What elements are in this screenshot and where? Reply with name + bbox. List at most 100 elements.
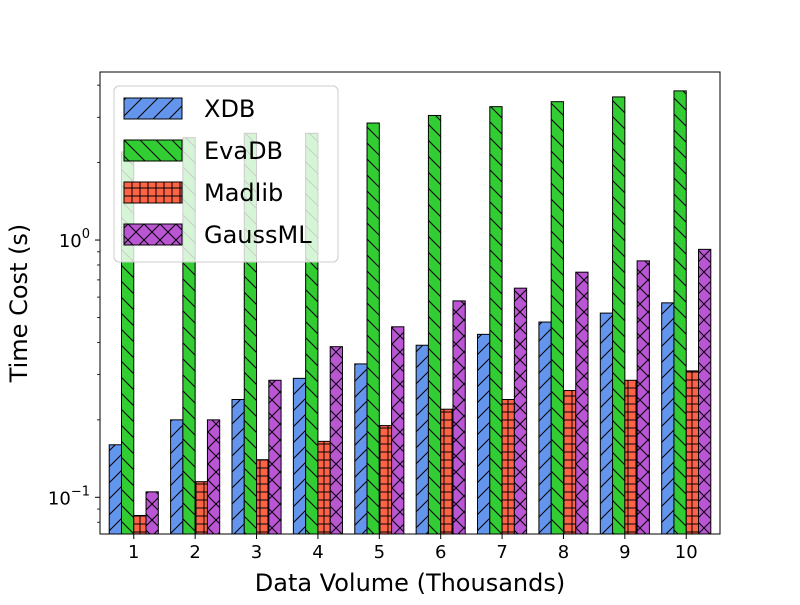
y-tick-label: 100 <box>59 227 90 252</box>
x-tick-label: 3 <box>251 542 262 563</box>
bar-hatch <box>133 514 147 535</box>
bar-hatch <box>550 101 564 535</box>
legend-swatch-hatch <box>123 181 183 204</box>
x-tick-label: 8 <box>558 542 569 563</box>
bar-hatch <box>108 444 122 535</box>
bar-xdb-2 <box>170 419 184 535</box>
bar-hatch <box>415 344 429 535</box>
y-axis-label: Time Cost (s) <box>5 224 33 384</box>
bar-xdb-3 <box>231 398 245 535</box>
bar-hatch <box>366 122 380 535</box>
bar-hatch <box>612 96 626 535</box>
bar-hatch <box>206 419 221 535</box>
bar-hatch <box>378 425 393 535</box>
legend-item-evadb: EvaDB <box>123 137 283 165</box>
x-tick-label: 7 <box>496 542 507 563</box>
bar-madlib-10 <box>685 370 700 535</box>
bar-evadb-10 <box>673 90 687 535</box>
legend-label: XDB <box>204 95 255 123</box>
bar-xdb-7 <box>477 333 491 535</box>
x-tick-label: 6 <box>435 542 446 563</box>
x-tick-label: 10 <box>675 542 698 563</box>
x-tick-label: 1 <box>128 542 139 563</box>
bar-gaussml-3 <box>268 379 282 535</box>
bar-madlib-3 <box>256 459 270 535</box>
x-axis: 1 2 3 4 5 6 7 8 9 10 <box>128 534 698 563</box>
y-axis: 10−1 100 <box>48 84 100 523</box>
bar-gaussml-6 <box>452 300 466 535</box>
bar-hatch <box>292 377 307 535</box>
bars-layer <box>108 90 712 535</box>
y-tick-label: 10−1 <box>48 484 90 509</box>
bar-madlib-9 <box>624 379 638 535</box>
bar-hatch <box>256 459 270 535</box>
bar-xdb-1 <box>108 444 122 535</box>
bar-hatch <box>698 248 712 535</box>
bar-hatch <box>501 398 515 535</box>
x-tick-label: 5 <box>374 542 385 563</box>
bar-xdb-5 <box>354 363 368 535</box>
bar-madlib-4 <box>317 440 331 535</box>
bar-evadb-7 <box>489 106 503 535</box>
bar-hatch <box>599 312 614 535</box>
bar-xdb-9 <box>599 312 614 535</box>
bar-madlib-7 <box>501 398 515 535</box>
x-tick-label: 2 <box>189 542 200 563</box>
bar-evadb-8 <box>550 101 564 535</box>
bar-madlib-1 <box>133 514 147 535</box>
bar-gaussml-10 <box>698 248 712 535</box>
bar-hatch <box>685 370 700 535</box>
bar-xdb-8 <box>538 321 552 535</box>
legend-label: EvaDB <box>204 137 283 165</box>
bar-xdb-6 <box>415 344 429 535</box>
bar-hatch <box>661 302 675 535</box>
bar-madlib-8 <box>562 390 577 535</box>
bar-gaussml-8 <box>575 271 589 535</box>
x-axis-label: Data Volume (Thousands) <box>255 569 565 597</box>
legend: XDB EvaDB Madlib GaussML <box>113 85 339 263</box>
bar-hatch <box>452 300 466 535</box>
legend-item-gaussml: GaussML <box>123 221 312 249</box>
bar-hatch <box>538 321 552 535</box>
bar-hatch <box>427 114 442 535</box>
bar-hatch <box>624 379 638 535</box>
bar-hatch <box>194 481 208 535</box>
bar-hatch <box>231 398 245 535</box>
bar-madlib-2 <box>194 481 208 535</box>
legend-swatch-hatch <box>123 139 183 162</box>
bar-hatch <box>513 287 528 535</box>
bar-hatch <box>673 90 687 535</box>
legend-label: Madlib <box>204 179 283 207</box>
bar-gaussml-9 <box>636 260 650 535</box>
legend-item-xdb: XDB <box>123 95 255 123</box>
bar-gaussml-7 <box>513 287 528 535</box>
legend-swatch-hatch <box>123 223 183 246</box>
bar-xdb-10 <box>661 302 675 535</box>
bar-madlib-6 <box>440 408 454 535</box>
bar-evadb-9 <box>612 96 626 535</box>
bar-hatch <box>575 271 589 535</box>
bar-hatch <box>489 106 503 535</box>
plot-frame <box>99 71 721 535</box>
bar-gaussml-4 <box>329 346 343 535</box>
x-tick-label: 4 <box>312 542 323 563</box>
legend-swatch-hatch <box>123 97 183 120</box>
bar-hatch <box>170 419 184 535</box>
bar-hatch <box>636 260 650 535</box>
bar-hatch <box>354 363 368 535</box>
bar-hatch <box>562 390 577 535</box>
bar-madlib-5 <box>378 425 393 535</box>
bar-evadb-5 <box>366 122 380 535</box>
bar-hatch <box>477 333 491 535</box>
bar-gaussml-2 <box>206 419 221 535</box>
legend-item-madlib: Madlib <box>123 179 283 207</box>
bar-hatch <box>145 491 159 535</box>
legend-label: GaussML <box>204 221 312 249</box>
bar-hatch <box>391 326 405 535</box>
bar-hatch <box>440 408 454 535</box>
legend-box <box>113 85 339 263</box>
bar-gaussml-1 <box>145 491 159 535</box>
bar-evadb-6 <box>427 114 442 535</box>
